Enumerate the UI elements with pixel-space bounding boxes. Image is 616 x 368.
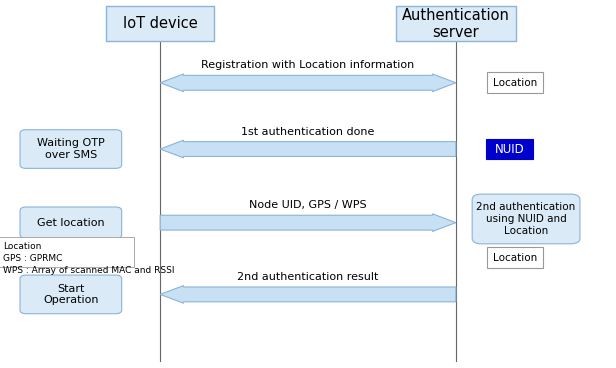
Text: Waiting OTP
over SMS: Waiting OTP over SMS bbox=[37, 138, 105, 160]
Polygon shape bbox=[160, 74, 456, 92]
Text: Location: Location bbox=[493, 252, 537, 263]
Text: Authentication
server: Authentication server bbox=[402, 8, 510, 40]
Text: Registration with Location information: Registration with Location information bbox=[201, 60, 415, 70]
Text: NUID: NUID bbox=[495, 142, 524, 156]
Text: Location: Location bbox=[493, 78, 537, 88]
FancyBboxPatch shape bbox=[20, 275, 121, 314]
Text: Start
Operation: Start Operation bbox=[43, 284, 99, 305]
Text: Node UID, GPS / WPS: Node UID, GPS / WPS bbox=[249, 200, 367, 210]
Polygon shape bbox=[160, 214, 456, 231]
FancyBboxPatch shape bbox=[0, 237, 134, 267]
Polygon shape bbox=[160, 140, 456, 158]
FancyBboxPatch shape bbox=[487, 72, 543, 93]
FancyBboxPatch shape bbox=[487, 247, 543, 268]
FancyBboxPatch shape bbox=[20, 207, 121, 238]
Text: 1st authentication done: 1st authentication done bbox=[241, 127, 375, 137]
Text: 2nd authentication
using NUID and
Location: 2nd authentication using NUID and Locati… bbox=[476, 202, 576, 236]
FancyBboxPatch shape bbox=[395, 7, 516, 41]
Text: 2nd authentication result: 2nd authentication result bbox=[237, 272, 379, 282]
FancyBboxPatch shape bbox=[472, 194, 580, 244]
Text: Get location: Get location bbox=[37, 217, 105, 228]
FancyBboxPatch shape bbox=[20, 130, 121, 169]
Text: Location
GPS : GPRMC
WPS : Array of scanned MAC and RSSI: Location GPS : GPRMC WPS : Array of scan… bbox=[3, 242, 175, 275]
Text: IoT device: IoT device bbox=[123, 17, 198, 31]
FancyBboxPatch shape bbox=[487, 139, 532, 159]
Polygon shape bbox=[160, 286, 456, 303]
FancyBboxPatch shape bbox=[107, 7, 214, 41]
